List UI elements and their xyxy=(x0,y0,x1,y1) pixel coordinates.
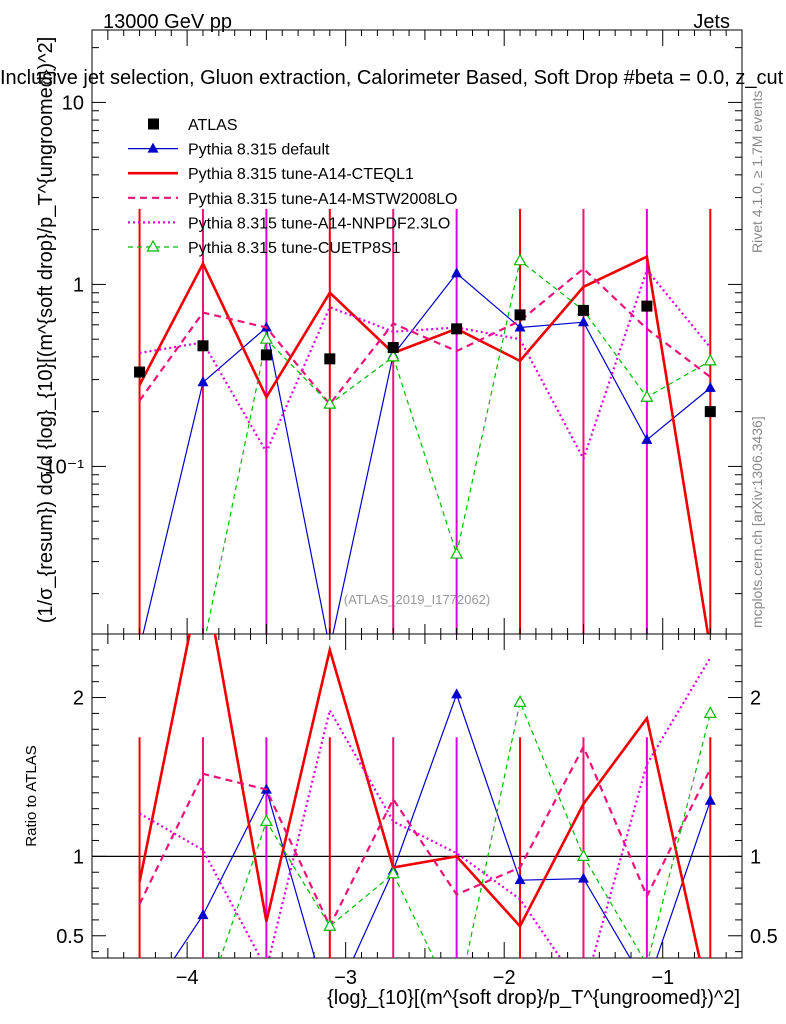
ratio-series-marker xyxy=(197,1004,208,1014)
legend-label: Pythia 8.315 tune-A14-CTEQL1 xyxy=(188,166,414,183)
atlas-data-point xyxy=(641,300,653,312)
ratio-series-line xyxy=(138,634,701,958)
main-series-marker xyxy=(451,267,463,278)
ratio-series-marker xyxy=(577,872,589,883)
watermark: (ATLAS_2019_I1772062) xyxy=(344,592,490,607)
main-series-marker xyxy=(704,381,716,392)
xlabel: {log}_{10}[(m^{soft drop}/p_T^{ungroomed… xyxy=(327,987,740,1009)
ratio-series-marker xyxy=(134,1004,145,1014)
ratio-series-line xyxy=(139,657,712,958)
ratio-ytick-label-right: 2 xyxy=(750,688,761,710)
atlas-data-point xyxy=(514,309,526,321)
main-series-marker xyxy=(134,642,145,652)
legend: ATLAS Pythia 8.315 default Pythia 8.315 tu… xyxy=(128,117,457,257)
legend-label: Pythia 8.315 tune-A14-MSTW2008LO xyxy=(188,191,457,208)
legend-marker xyxy=(146,239,160,252)
ratio-ylabel-text: Ratio to ATLAS xyxy=(23,745,40,846)
main-series-marker xyxy=(323,396,337,409)
ratio-series-marker xyxy=(514,874,526,885)
ratio-frame xyxy=(91,633,743,959)
main-ytick-label: 1 xyxy=(73,274,84,296)
main-series-marker xyxy=(703,353,717,366)
ratio-series-marker xyxy=(323,918,337,931)
ratio-series-marker xyxy=(576,849,590,861)
ratio-series-line xyxy=(173,692,711,958)
xtick-label: −3 xyxy=(334,967,357,989)
xtick-label: −1 xyxy=(651,967,674,989)
atlas-data-point xyxy=(577,304,589,316)
main-series-marker xyxy=(197,376,209,387)
ratio-series-marker xyxy=(134,1004,145,1014)
ratio-ytick-label: 1 xyxy=(73,846,84,868)
main-series-marker xyxy=(450,546,464,559)
atlas-data-point xyxy=(134,366,146,378)
main-series-marker xyxy=(513,253,527,266)
header-energy: 13000 GeV pp xyxy=(103,11,232,33)
main-ytick-label: 10⁻¹ xyxy=(45,456,85,478)
ratio-series-marker xyxy=(513,695,527,707)
xtick-label: −2 xyxy=(493,967,516,989)
main-series-line xyxy=(138,267,711,406)
main-ytick-label: 10 xyxy=(62,92,84,114)
mcplots-label: mcplots.cern.ch [arXiv:1306.3436] xyxy=(749,416,765,628)
ratio-series-marker xyxy=(259,814,273,827)
atlas-data-point xyxy=(387,342,399,354)
legend-marker xyxy=(147,142,159,153)
ratio-series-marker xyxy=(451,688,463,699)
legend-label: Pythia 8.315 tune-CUETP8S1 xyxy=(188,240,401,257)
ratio-series-marker xyxy=(386,866,400,879)
header-jets: Jets xyxy=(693,11,730,33)
main-ylabel: (1/σ_{resum}) dσ/d {log}_{10}[(m^{soft d… xyxy=(35,37,57,624)
main-series-marker xyxy=(577,316,589,327)
main-series-marker xyxy=(197,642,208,652)
main-panel: 10⁻¹ 1 10 xyxy=(45,29,743,652)
ratio-ylabel: Ratio to ATLAS xyxy=(23,745,40,846)
ratio-series-marker xyxy=(703,706,717,719)
atlas-data-point xyxy=(704,406,716,418)
ratio-series-line xyxy=(219,700,711,958)
main-series-line xyxy=(139,267,712,462)
legend-label: ATLAS xyxy=(188,117,238,134)
ratio-panel: −4 −3 −2 −1 0.5 0.5 1 1 2 2 xyxy=(56,618,778,1014)
ratio-series-line xyxy=(138,744,712,929)
main-series-marker xyxy=(259,331,273,344)
atlas-data-point xyxy=(197,340,209,352)
plot-title: Inclusive jet selection, Gluon extractio… xyxy=(0,67,784,89)
rivet-label: Rivet 4.1.0, ≥ 1.7M events xyxy=(749,90,765,253)
legend-atlas-marker xyxy=(148,118,159,130)
main-series-marker xyxy=(386,349,400,362)
ratio-ytick-label-right: 1 xyxy=(750,846,761,868)
ratio-ytick-label: 2 xyxy=(73,688,84,710)
main-series-line xyxy=(142,272,711,634)
main-series-marker xyxy=(514,321,526,332)
atlas-data-point xyxy=(260,349,272,361)
ratio-ytick-label-right: 0.5 xyxy=(750,926,778,948)
ratio-series-marker xyxy=(704,794,716,805)
main-series-marker xyxy=(641,433,653,444)
legend-label: Pythia 8.315 tune-A14-NNPDF2.3LO xyxy=(188,215,450,232)
main-series-line xyxy=(138,254,710,634)
main-ylabel-text: (1/σ_{resum}) dσ/d {log}_{10}[(m^{soft d… xyxy=(35,37,57,624)
atlas-data-point xyxy=(451,323,463,335)
main-series-line xyxy=(205,259,711,634)
legend-label: Pythia 8.315 default xyxy=(188,142,330,159)
main-series-marker xyxy=(640,389,654,402)
xtick-label: −4 xyxy=(176,967,199,989)
ratio-ytick-label: 0.5 xyxy=(56,926,84,948)
main-series-marker xyxy=(134,642,145,652)
ratio-series-marker xyxy=(197,909,209,920)
atlas-data-point xyxy=(324,353,336,365)
